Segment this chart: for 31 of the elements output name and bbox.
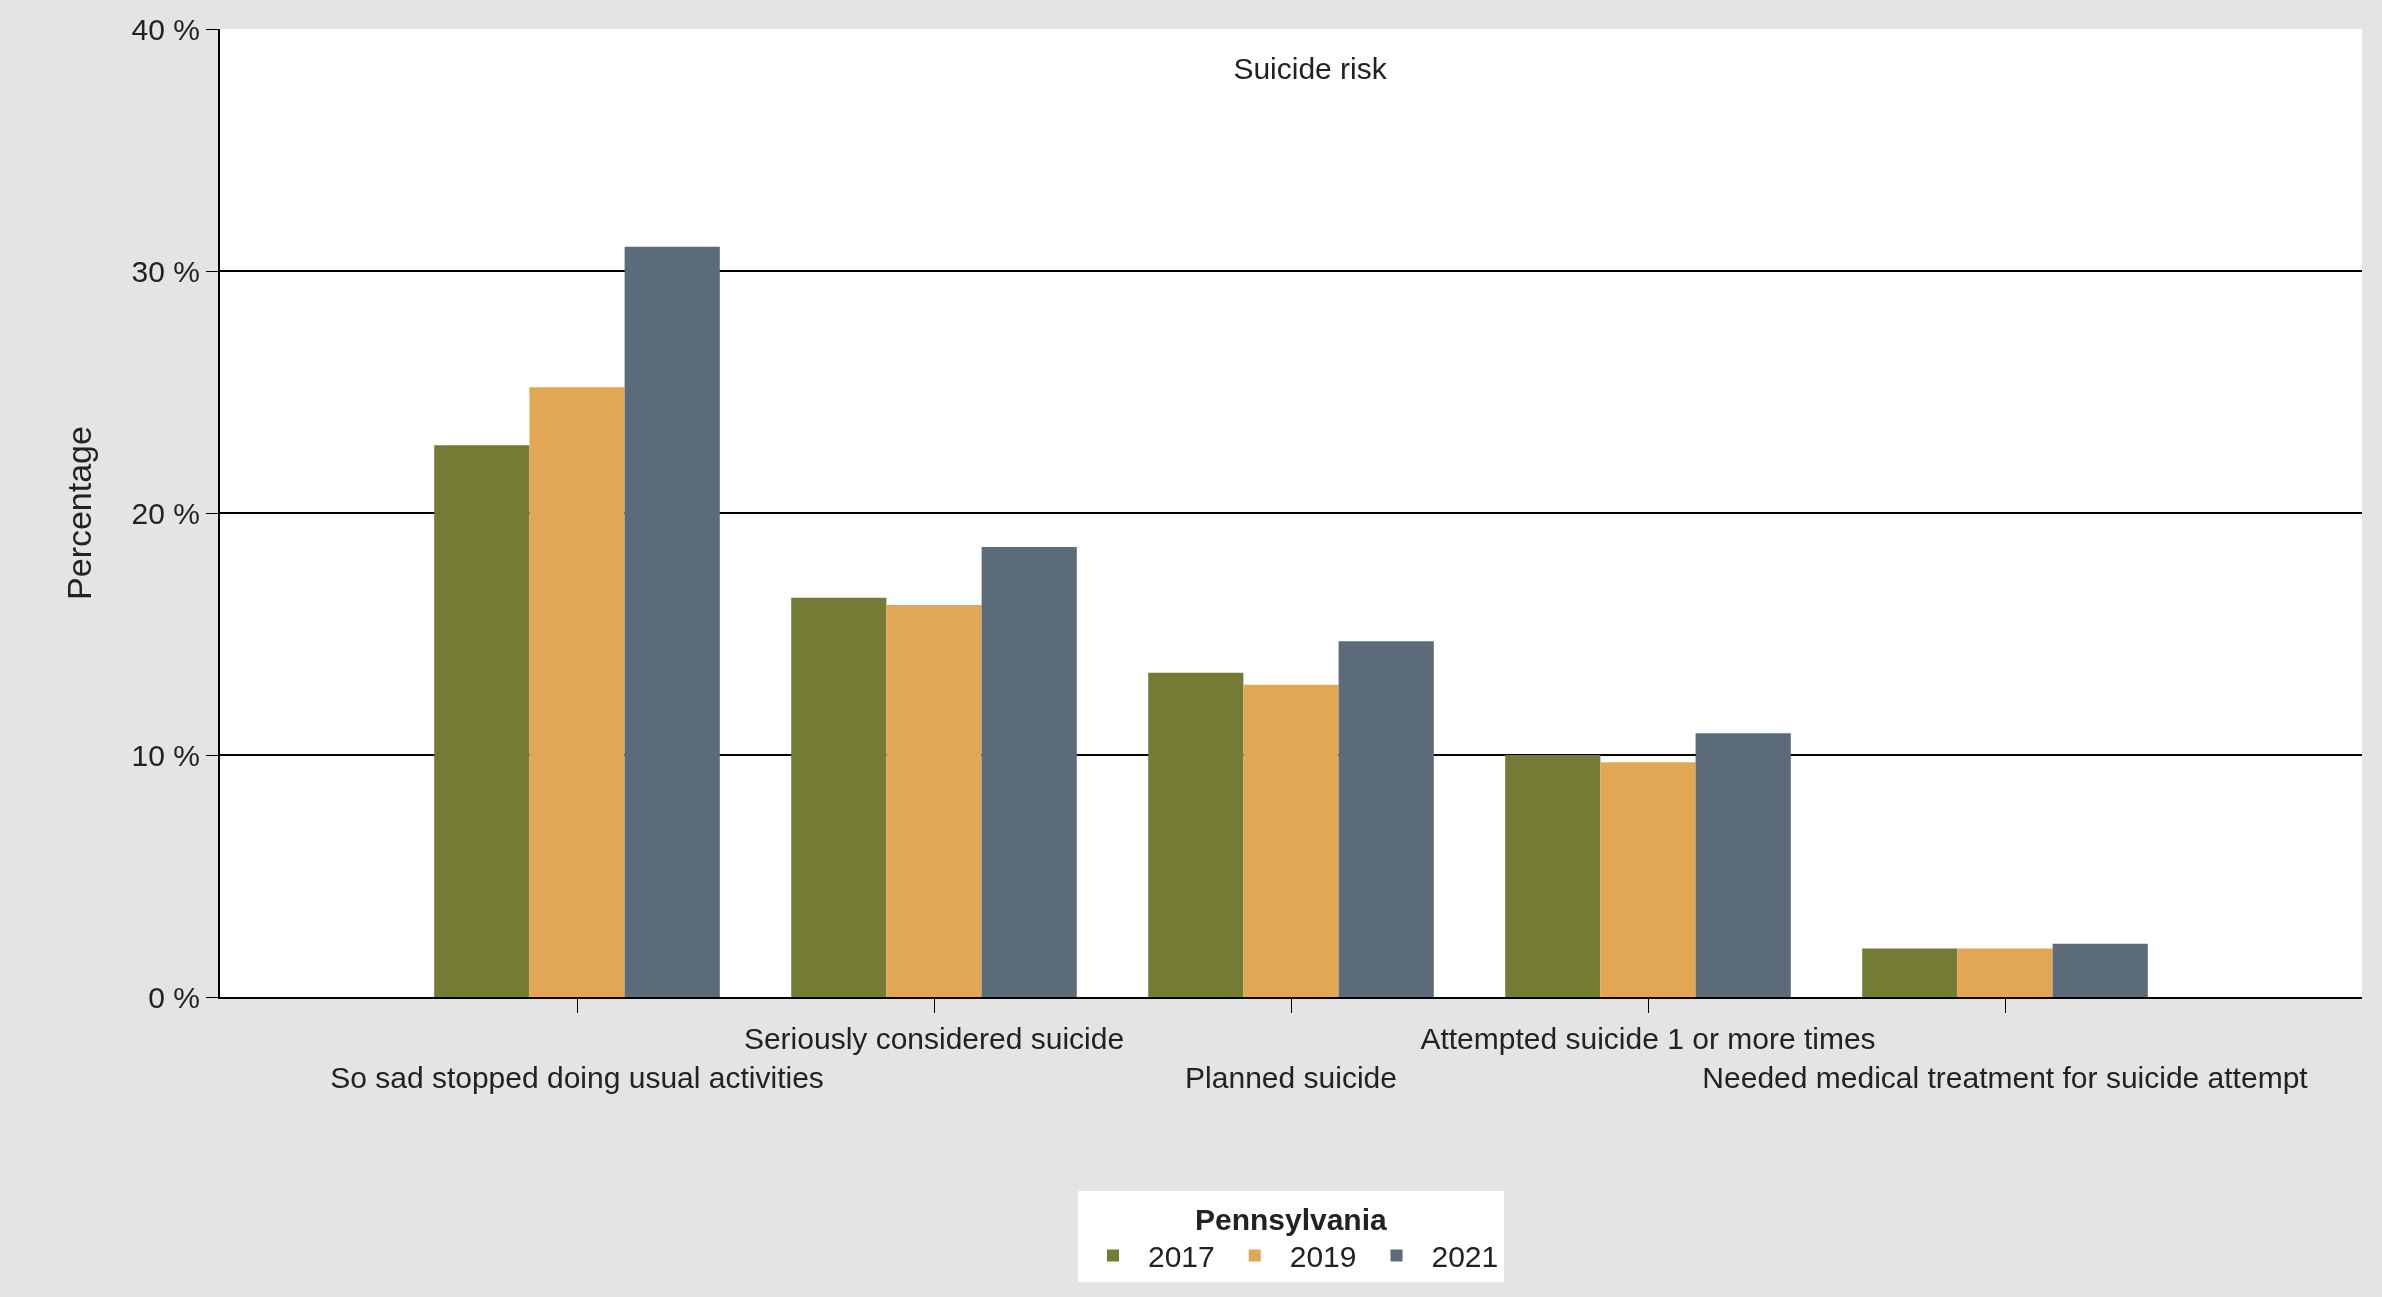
bar	[624, 246, 720, 997]
bar	[1243, 684, 1339, 997]
bar	[1957, 948, 2053, 997]
bar	[434, 445, 530, 997]
text: Suicide risk	[1233, 52, 1388, 86]
y-tick-label: 30 %	[131, 254, 200, 288]
bar	[791, 597, 887, 997]
bar	[2052, 943, 2148, 997]
bar	[529, 387, 625, 997]
bar	[1505, 755, 1601, 997]
bar	[981, 546, 1077, 997]
x-tick-label: Attempted suicide 1 or more times	[1420, 1022, 1876, 1055]
legend-title: Pennsylvania	[1194, 1202, 1388, 1236]
x-tick-label: Needed medical treatment for suicide attempt	[1702, 1061, 2309, 1094]
bar	[886, 604, 982, 997]
bar	[1862, 948, 1958, 997]
y-axis-title: Percentage	[59, 426, 98, 600]
x-tick-label: Planned suicide	[1185, 1061, 1397, 1094]
y-tick-label: 40 %	[131, 12, 200, 46]
legend-label: 2021	[1431, 1240, 1499, 1274]
y-tick-label: 20 %	[131, 496, 200, 530]
legend-label: 2017	[1148, 1240, 1215, 1274]
x-tick-label: So sad stopped doing usual activities	[330, 1061, 824, 1094]
y-tick-label: 0 %	[148, 980, 200, 1014]
bar	[1600, 762, 1696, 997]
bar	[1695, 733, 1791, 997]
bar	[1338, 641, 1434, 997]
y-tick-label: 10 %	[131, 738, 200, 772]
x-tick-label: Seriously considered suicide	[743, 1022, 1125, 1055]
legend-label: 2019	[1289, 1240, 1357, 1274]
bar	[1148, 672, 1244, 997]
